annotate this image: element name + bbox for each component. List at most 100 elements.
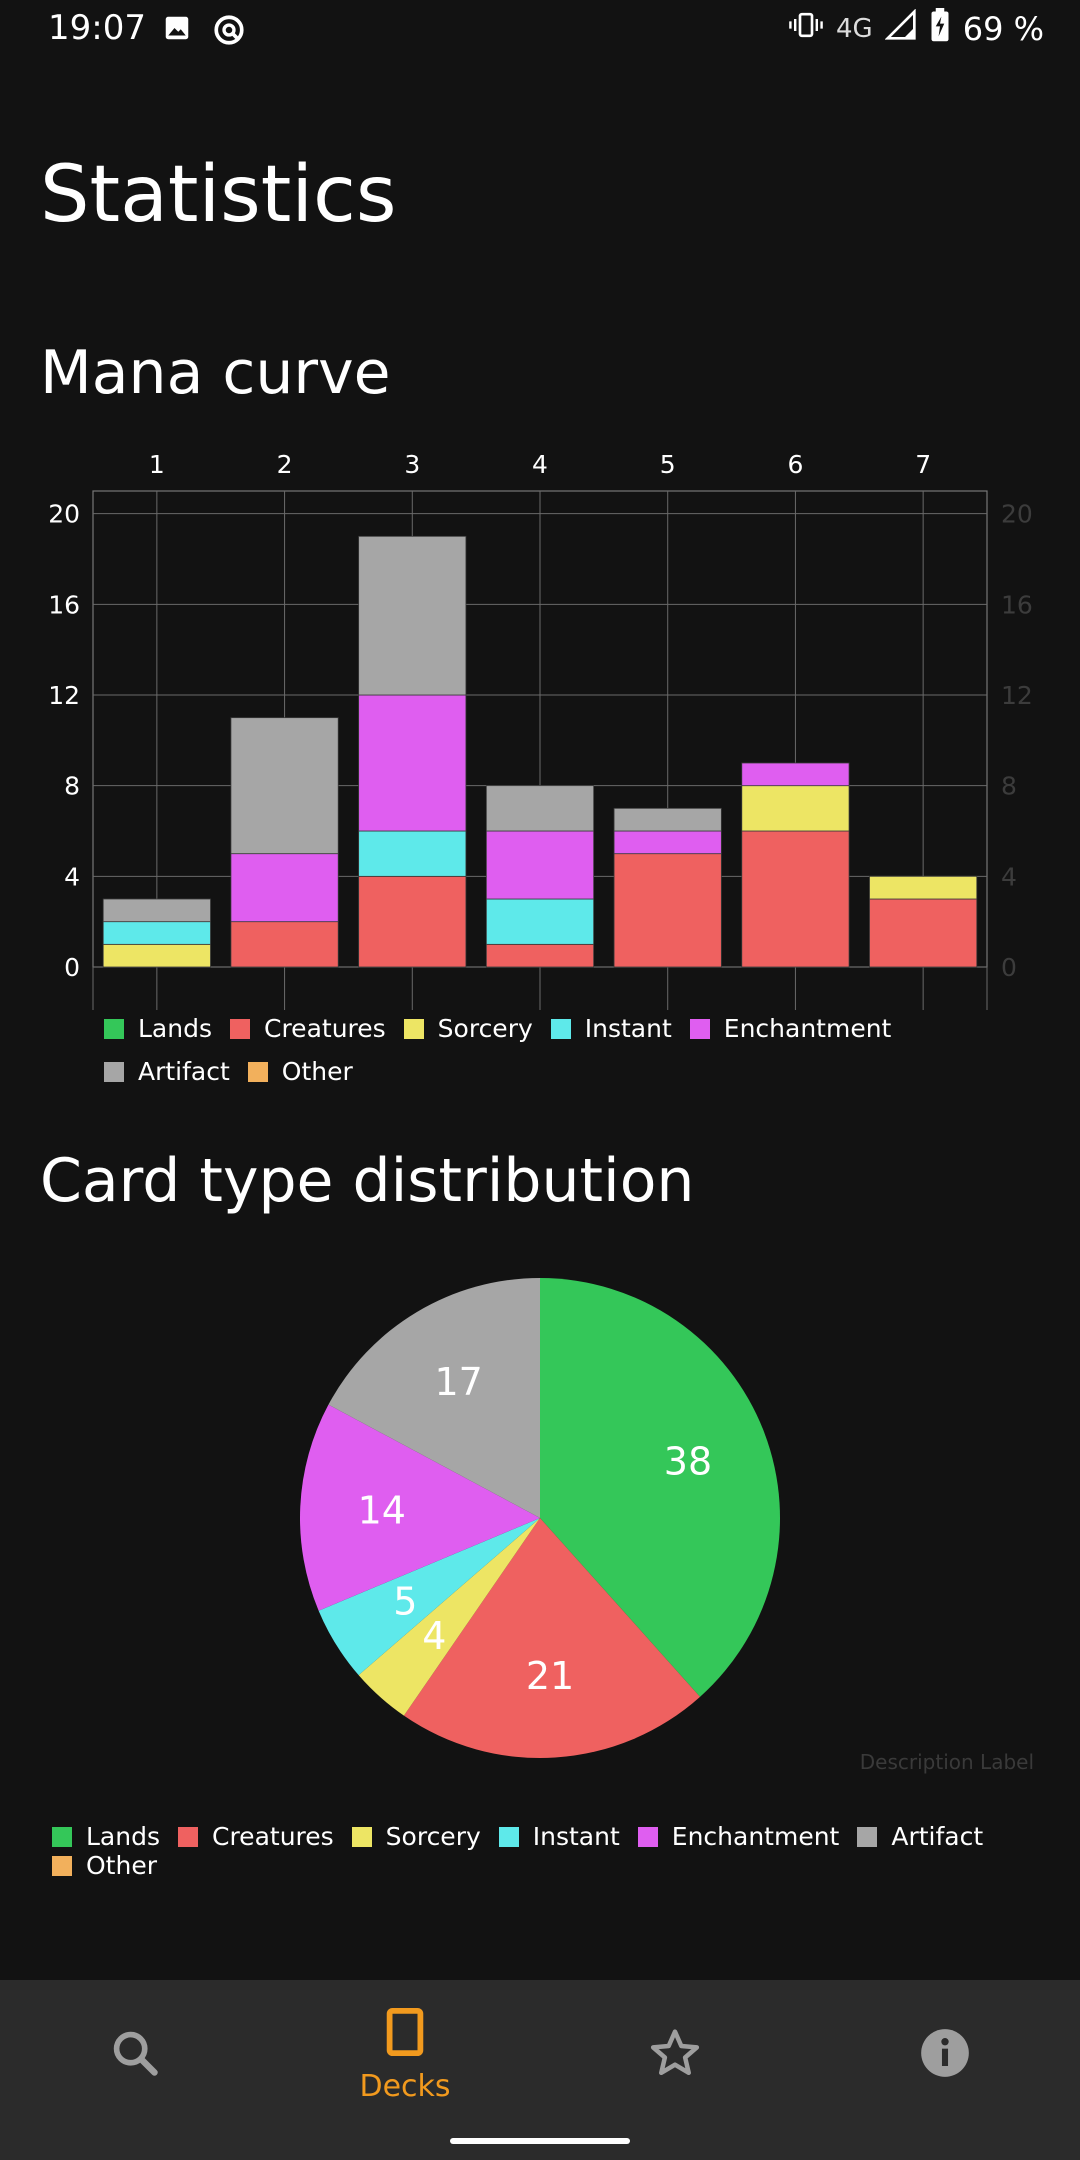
legend-swatch bbox=[52, 1855, 72, 1876]
legend-item-other: Other bbox=[247, 1057, 353, 1086]
signal-icon bbox=[884, 8, 917, 49]
y-tick-label-left: 16 bbox=[48, 590, 80, 619]
x-tick-label: 7 bbox=[915, 450, 931, 479]
legend-item-lands: Lands bbox=[52, 1822, 160, 1851]
pie-slice-value: 14 bbox=[358, 1488, 406, 1532]
pie-slice-value: 17 bbox=[434, 1360, 482, 1404]
card-type-pie-chart: 38 21 45 14 17 bbox=[300, 1278, 780, 1758]
legend-swatch bbox=[857, 1826, 878, 1847]
bar-segment-enchantment bbox=[358, 694, 467, 832]
legend-item-instant: Instant bbox=[550, 1014, 672, 1043]
battery-percentage: 69 % bbox=[962, 10, 1044, 48]
legend-label: Artifact bbox=[138, 1057, 230, 1086]
pie-slice-sorcery bbox=[358, 1518, 540, 1716]
y-tick-label-left: 8 bbox=[64, 772, 80, 801]
bottom-navigation: Decks bbox=[0, 1980, 1080, 2160]
x-tick-label: 1 bbox=[149, 450, 165, 479]
legend-label: Artifact bbox=[891, 1822, 984, 1851]
y-tick-label-right: 20 bbox=[1001, 500, 1033, 529]
legend-item-artifact: Artifact bbox=[857, 1822, 983, 1851]
bar-segment-artifact bbox=[102, 898, 211, 923]
pie-slice-value: 38 bbox=[664, 1439, 712, 1483]
pie-slice-value: 21 bbox=[526, 1654, 574, 1698]
bar-segment-instant bbox=[485, 898, 595, 945]
page-title: Statistics bbox=[40, 150, 397, 240]
bar-segment-artifact bbox=[485, 785, 595, 832]
nav-decks-label: Decks bbox=[359, 2068, 451, 2104]
legend-label: Enchantment bbox=[671, 1822, 840, 1851]
pie-slice-value: 4 bbox=[422, 1614, 446, 1658]
bar-segment-instant bbox=[358, 830, 467, 877]
info-icon bbox=[919, 2027, 971, 2083]
legend-label: Instant bbox=[584, 1014, 672, 1043]
y-tick-label-right: 4 bbox=[1001, 862, 1017, 891]
x-tick-label: 3 bbox=[404, 450, 420, 479]
legend-swatch bbox=[247, 1061, 268, 1082]
bar-segment-enchantment bbox=[741, 762, 850, 787]
legend-label: Creatures bbox=[264, 1014, 386, 1043]
bar-segment-creatures bbox=[741, 830, 850, 968]
legend-label: Lands bbox=[86, 1822, 160, 1851]
image-icon bbox=[162, 13, 192, 51]
legend-swatch bbox=[550, 1018, 571, 1039]
legend-item-sorcery: Sorcery bbox=[351, 1822, 481, 1851]
pie-slice-enchantment bbox=[300, 1404, 540, 1611]
y-tick-label-left: 20 bbox=[48, 500, 80, 529]
legend-swatch bbox=[104, 1018, 124, 1039]
bar-segment-artifact bbox=[230, 717, 339, 855]
legend-label: Instant bbox=[532, 1822, 620, 1851]
vibrate-icon bbox=[788, 10, 824, 48]
legend-swatch bbox=[689, 1018, 710, 1039]
legend-item-lands: Lands bbox=[104, 1014, 212, 1043]
x-tick-label: 4 bbox=[532, 450, 548, 479]
status-bar: 19:07 4G 69 % bbox=[0, 0, 1080, 62]
nav-search[interactable] bbox=[0, 1980, 270, 2130]
quick-settings-icon bbox=[212, 13, 246, 51]
bar-segment-creatures bbox=[485, 943, 595, 968]
nav-info[interactable] bbox=[810, 1980, 1080, 2130]
bar-segment-sorcery bbox=[102, 943, 211, 968]
nav-decks[interactable]: Decks bbox=[270, 1980, 540, 2130]
legend-label: Lands bbox=[138, 1014, 212, 1043]
legend-swatch bbox=[52, 1826, 72, 1847]
pie-slice-instant bbox=[318, 1518, 540, 1676]
legend-swatch bbox=[403, 1018, 424, 1039]
y-tick-label-right: 16 bbox=[1001, 590, 1033, 619]
y-tick-label-left: 0 bbox=[64, 953, 80, 982]
legend-swatch bbox=[498, 1826, 519, 1847]
nav-favorites[interactable] bbox=[540, 1980, 810, 2130]
chart-description-label: Description Label bbox=[859, 1750, 1034, 1774]
card-type-distribution-title: Card type distribution bbox=[40, 1146, 695, 1216]
legend-label: Sorcery bbox=[437, 1014, 533, 1043]
star-icon bbox=[648, 2026, 702, 2084]
legend-swatch bbox=[637, 1826, 658, 1847]
legend-item-creatures: Creatures bbox=[230, 1014, 386, 1043]
mana-curve-title: Mana curve bbox=[40, 338, 391, 408]
bar-segment-instant bbox=[102, 921, 211, 945]
card-type-legend: Lands Creatures Sorcery Instant Enchantment A… bbox=[52, 1822, 1062, 1880]
bar-segment-sorcery bbox=[741, 785, 850, 832]
pie-slice-value: 5 bbox=[393, 1580, 417, 1624]
y-tick-label-right: 0 bbox=[1001, 953, 1017, 982]
bar-segment-artifact bbox=[613, 807, 722, 832]
legend-label: Creatures bbox=[212, 1822, 334, 1851]
legend-swatch bbox=[351, 1826, 372, 1847]
legend-swatch bbox=[178, 1826, 198, 1847]
legend-label: Other bbox=[281, 1057, 353, 1086]
y-tick-label-right: 12 bbox=[1001, 681, 1033, 710]
legend-item-enchantment: Enchantment bbox=[637, 1822, 840, 1851]
bar-segment-artifact bbox=[358, 535, 467, 696]
legend-item-sorcery: Sorcery bbox=[403, 1014, 533, 1043]
mana-curve-legend: Lands Creatures Sorcery Instant Enchantment A… bbox=[104, 1014, 1004, 1086]
battery-charging-icon bbox=[929, 8, 951, 50]
legend-swatch bbox=[230, 1018, 250, 1039]
legend-label: Enchantment bbox=[723, 1014, 892, 1043]
legend-item-creatures: Creatures bbox=[178, 1822, 334, 1851]
bar-segment-enchantment bbox=[230, 853, 339, 923]
status-time: 19:07 bbox=[48, 8, 146, 48]
y-tick-label-right: 8 bbox=[1001, 772, 1017, 801]
y-tick-label-left: 12 bbox=[48, 681, 80, 710]
legend-item-instant: Instant bbox=[498, 1822, 620, 1851]
deck-icon bbox=[385, 2007, 425, 2061]
